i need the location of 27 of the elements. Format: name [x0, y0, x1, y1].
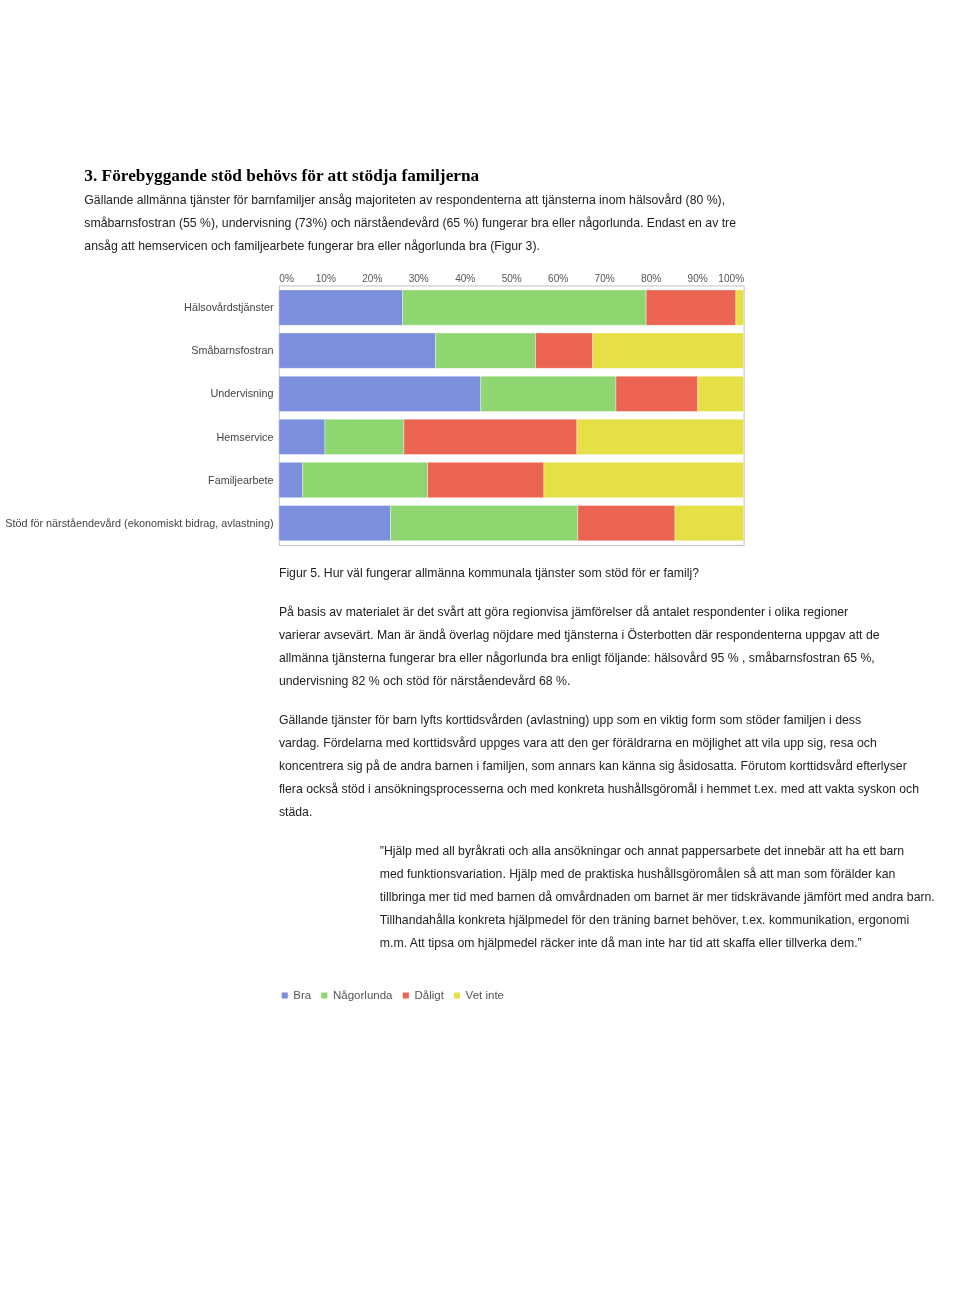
x-tick-label: 0% [279, 273, 294, 285]
y-tick-label: Hälsovårdstjänster [184, 301, 274, 314]
x-tick-label: 20% [362, 273, 383, 285]
text: Figur 5. Hur väl fungerar allmänna kommunala tjänster som stöd för er familj? [278, 565, 700, 580]
x-tick-label: 70% [594, 273, 615, 285]
text: Gällande tjänster för barn lyfts korttidsvården (avlastning) upp som en viktig form som stöder familjen i dess vardag. Fördelarna med korttidsvård uppges vara att den ger föräldrarna en möjlighet att vila upp sig, resa och koncentrera sig på de andra barnen i familjen, som annars kan känna sig åsidosatta. Förutom korttidsvård efterlyser flera också stöd i ansökningsprocesserna och med konkreta hushållsgöromål i hemmet t.ex. med att vakta syskon och städa. [278, 712, 920, 820]
x-tick-label: 10% [315, 273, 336, 285]
x-tick-label: 40% [455, 273, 476, 285]
text: På basis av materialet är det svårt att göra regionvisa jämförelser då antalet respondenter i olika regioner varierar avsevärt. Man är ändå överlag nöjdare med tjänsterna i Österbotten där respondenterna uppgav att de allmänna tjänsterna fungerar bra eller någorlunda bra enligt följande: hälsovård 95 % , småbarnsfostran 65 %, undervisning 82 % och stöd för närståendevård 68 %. [278, 604, 880, 688]
x-tick-label: 60% [548, 273, 569, 285]
x-tick-label: 90% [687, 273, 708, 285]
x-tick-label: 100% [718, 273, 745, 285]
y-tick-label: Stöd för närståendevård (ekonomiskt bidrag, avlastning) [5, 516, 274, 529]
text: ”Hjälp med all byråkrati och alla ansökningar och annat pappersarbete det innebär att ha ett barn med funktionsvariation. Hjälp med de praktiska hushållsgöromålen så att man som förälder kan tillbringa mer tid med barnen då omvårdnaden om barnet är mer tidskrävande jämfört med andra barn. Tillhandahålla konkreta hjälpmedel för den träning barnet behöver, t.ex. kommunikation, ergonomi m.m. Att tipsa om hjälpmedel räcker inte då man inte har tid att skaffa eller tillverka dem.” [379, 843, 935, 951]
x-tick-label: 30% [408, 273, 429, 285]
chart-title: 3. Förebyggande stöd behövs för att stödja familjerna [84, 166, 480, 186]
legend-label: Någorlunda [332, 989, 394, 1002]
x-tick-label: 80% [641, 273, 662, 285]
chart-subtitle: Gällande allmänna tjänster för barnfamiljer ansåg majoriteten av respondenterna att tjänsterna inom hälsovård (80 %), småbarnsfostran (55 %), undervisning (73%) och närståendevård (65 %) fungerar bra eller någorlunda. Endast en av tre ansåg att hemservicen och familjearbete fungerar bra eller någorlunda bra (Figur 3). [84, 193, 737, 254]
legend-label: Dåligt [414, 989, 445, 1002]
y-tick-label: Hemservice [216, 430, 274, 443]
legend-label: Vet inte [465, 989, 505, 1002]
y-tick-label: Familjearbete [208, 473, 274, 486]
legend-label: Bra [293, 989, 312, 1002]
y-tick-label: Undervisning [210, 387, 274, 400]
y-tick-label: Småbarnsfostran [191, 344, 274, 357]
x-tick-label: 50% [501, 273, 522, 285]
